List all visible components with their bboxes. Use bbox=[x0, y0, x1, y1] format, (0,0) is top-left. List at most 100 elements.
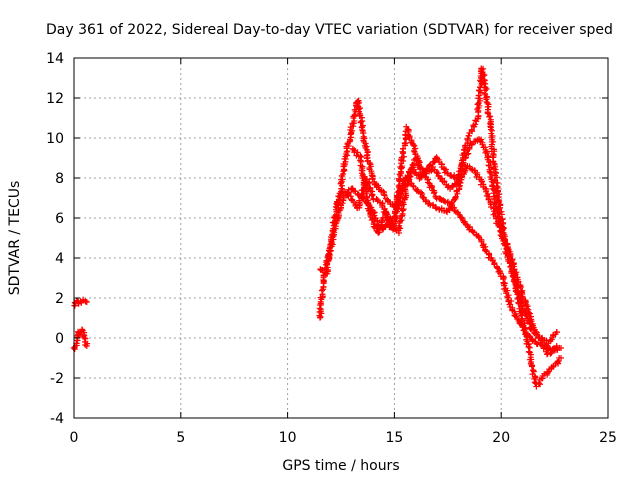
data-point bbox=[430, 190, 437, 197]
x-axis-label: GPS time / hours bbox=[282, 458, 399, 474]
data-point bbox=[329, 236, 336, 243]
data-point bbox=[448, 173, 455, 180]
data-point bbox=[395, 183, 402, 190]
data-point bbox=[422, 168, 429, 175]
y-tick-labels: -4 -2 0 2 4 6 8 10 12 14 bbox=[46, 51, 64, 427]
series-track-c bbox=[316, 65, 565, 390]
data-point bbox=[479, 141, 486, 148]
data-point bbox=[381, 192, 388, 199]
data-point bbox=[494, 209, 501, 216]
data-point bbox=[318, 287, 325, 294]
data-point bbox=[452, 194, 459, 201]
data-point bbox=[459, 160, 466, 167]
data-point bbox=[529, 363, 536, 370]
data-point bbox=[458, 214, 465, 221]
data-point bbox=[484, 110, 491, 117]
data-point bbox=[541, 370, 548, 377]
x-tick-label: 20 bbox=[492, 430, 510, 446]
series-track-f bbox=[349, 136, 560, 347]
data-point bbox=[415, 162, 422, 169]
data-point bbox=[394, 189, 401, 196]
data-point bbox=[502, 242, 509, 249]
data-point bbox=[509, 265, 516, 272]
data-point bbox=[475, 87, 482, 94]
data-point bbox=[398, 163, 405, 170]
y-tick-label: -4 bbox=[50, 411, 64, 427]
x-tick-label: 10 bbox=[279, 430, 297, 446]
y-tick-label: 8 bbox=[55, 171, 64, 187]
data-point bbox=[423, 167, 430, 174]
data-point bbox=[521, 308, 528, 315]
data-point bbox=[485, 153, 492, 160]
data-point bbox=[348, 196, 355, 203]
data-point bbox=[459, 215, 466, 222]
data-point bbox=[351, 111, 358, 118]
x-tick-label: 0 bbox=[70, 430, 79, 446]
data-point bbox=[498, 232, 505, 239]
x-tick-labels: 0 5 10 15 20 25 bbox=[70, 430, 617, 446]
y-tick-label: -2 bbox=[50, 371, 64, 387]
data-point bbox=[83, 343, 90, 349]
data-point bbox=[479, 178, 486, 185]
chart-title: Day 361 of 2022, Sidereal Day-to-day VTE… bbox=[46, 22, 613, 38]
data-point bbox=[483, 86, 490, 93]
data-point bbox=[426, 162, 433, 169]
data-point bbox=[395, 175, 402, 182]
data-point bbox=[489, 127, 496, 134]
y-tick-label: 2 bbox=[55, 291, 64, 307]
data-point bbox=[490, 179, 497, 186]
data-point bbox=[354, 149, 361, 156]
grid bbox=[74, 58, 608, 418]
data-point bbox=[482, 247, 489, 254]
y-tick-label: 14 bbox=[46, 51, 64, 67]
data-point bbox=[553, 343, 560, 349]
plot-frame bbox=[73, 57, 609, 419]
data-point bbox=[553, 329, 560, 335]
y-tick-label: 0 bbox=[55, 331, 64, 347]
data-point bbox=[344, 148, 351, 155]
data-point bbox=[363, 189, 370, 196]
data-point bbox=[525, 343, 532, 350]
x-tick-label: 25 bbox=[599, 430, 617, 446]
data-point bbox=[494, 264, 501, 271]
data-point bbox=[469, 228, 476, 235]
data-point bbox=[404, 172, 411, 179]
data-point bbox=[516, 295, 523, 302]
data-point bbox=[455, 211, 462, 218]
data-point bbox=[317, 313, 324, 320]
data-point bbox=[82, 298, 89, 305]
data-point bbox=[441, 197, 448, 204]
data-point bbox=[464, 135, 471, 142]
data-point bbox=[504, 293, 511, 300]
y-tick-label: 12 bbox=[46, 91, 64, 107]
data-point bbox=[79, 326, 86, 333]
data-point bbox=[474, 101, 481, 108]
data-point bbox=[319, 267, 326, 274]
data-point bbox=[500, 237, 507, 244]
data-point bbox=[466, 223, 473, 230]
data-point bbox=[368, 192, 375, 199]
data-point bbox=[327, 247, 334, 254]
data-point bbox=[544, 368, 551, 375]
data-point bbox=[417, 174, 424, 181]
data-point bbox=[535, 379, 542, 386]
y-tick-label: 6 bbox=[55, 211, 64, 227]
data-point bbox=[532, 374, 539, 381]
data-point bbox=[370, 223, 377, 230]
x-tick-label: 5 bbox=[176, 430, 185, 446]
data-point bbox=[416, 159, 423, 166]
data-point bbox=[496, 267, 503, 274]
data-point bbox=[508, 298, 515, 305]
y-tick-label: 10 bbox=[46, 131, 64, 147]
data-point bbox=[401, 140, 408, 147]
data-point bbox=[530, 367, 537, 374]
y-tick-label: 4 bbox=[55, 251, 64, 267]
data-point bbox=[528, 327, 535, 334]
data-point bbox=[523, 331, 530, 338]
data-point bbox=[354, 190, 361, 197]
data-point bbox=[451, 180, 458, 187]
data-point bbox=[383, 210, 390, 217]
data-point bbox=[418, 173, 425, 180]
data-point bbox=[433, 205, 440, 212]
